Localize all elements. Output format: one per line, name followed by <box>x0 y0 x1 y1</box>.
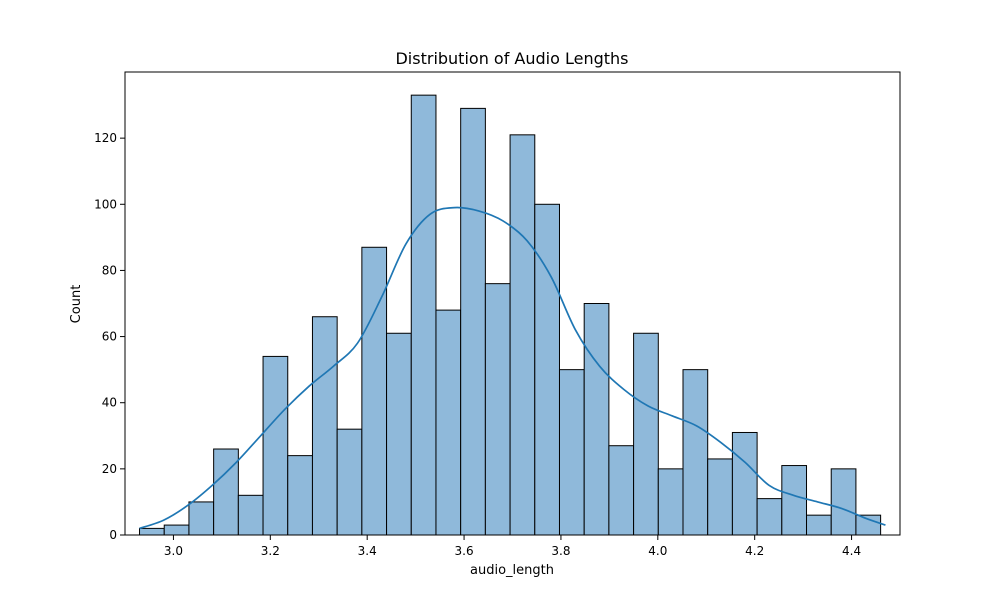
chart-title: Distribution of Audio Lengths <box>395 49 628 68</box>
y-tick-label: 40 <box>102 396 117 410</box>
histogram-bar <box>633 332 659 536</box>
histogram-bar <box>682 369 709 536</box>
histogram-bar <box>830 468 857 536</box>
y-tick-label: 20 <box>102 462 117 476</box>
x-tick-label: 4.2 <box>745 544 764 558</box>
x-axis-label: audio_length <box>470 563 554 578</box>
histogram-bar <box>583 303 610 536</box>
histogram-bar <box>386 332 412 536</box>
histogram-bar <box>756 498 783 536</box>
y-tick-label: 100 <box>94 197 117 211</box>
histogram-bar <box>287 455 313 536</box>
histogram-bar <box>707 458 733 536</box>
x-tick-label: 3.4 <box>358 544 377 558</box>
histogram-bar <box>163 524 190 536</box>
histogram-bar <box>311 316 338 536</box>
histogram-bar <box>608 445 635 536</box>
y-tick-label: 120 <box>94 131 117 145</box>
y-axis-label: Count <box>69 285 84 324</box>
histogram-bar <box>188 501 215 536</box>
x-tick-label: 4.4 <box>842 544 861 558</box>
x-tick-label: 3.0 <box>164 544 183 558</box>
histogram-bar <box>213 448 239 536</box>
x-axis: 3.0 3.2 3.4 3.6 3.8 4.0 4.2 4.4 <box>164 535 861 558</box>
histogram-bar <box>237 494 264 536</box>
y-tick-label: 60 <box>102 330 117 344</box>
y-tick-label: 0 <box>109 528 117 542</box>
histogram-bar <box>855 514 882 536</box>
x-tick-label: 3.6 <box>455 544 474 558</box>
y-tick-label: 80 <box>102 263 117 277</box>
histogram-bar <box>657 468 684 536</box>
histogram-bar <box>139 527 165 536</box>
histogram-bar <box>534 203 560 536</box>
histogram-bar <box>484 283 511 536</box>
histogram-bar <box>558 369 585 536</box>
histogram-bar <box>806 514 832 536</box>
histogram-bar <box>731 431 758 536</box>
histogram-bar <box>262 355 289 536</box>
histogram-bar <box>336 428 363 536</box>
histogram-bar <box>361 246 388 536</box>
histogram-bar <box>460 107 486 536</box>
plot-frame <box>124 71 901 536</box>
histogram-bar <box>410 94 437 536</box>
x-tick-label: 3.2 <box>261 544 280 558</box>
kde-line <box>139 206 886 530</box>
x-tick-label: 4.0 <box>648 544 667 558</box>
histogram-bar <box>509 134 536 536</box>
y-axis: 0 20 40 60 80 100 120 <box>94 131 125 542</box>
histogram-bar <box>781 465 808 536</box>
histogram-bar <box>435 309 462 536</box>
x-tick-label: 3.8 <box>551 544 570 558</box>
